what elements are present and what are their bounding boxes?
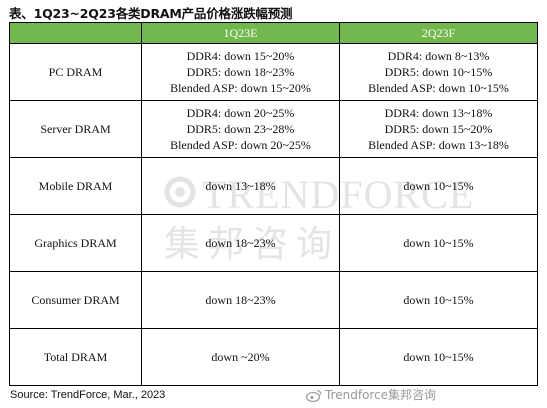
cell-line: DDR5: down 23~28% [186,122,295,136]
row-label: Mobile DRAM [9,157,142,215]
cell-line: down 18~23% [205,236,276,250]
row-label: Total DRAM [9,328,142,386]
cell-2q23f: DDR4: down 8~13% DDR5: down 10~15% Blended… [339,43,538,101]
table-header-row: 1Q23E 2Q23F [9,22,538,44]
cell-line: Blended ASP: down 10~15% [368,81,509,95]
cell-line: DDR5: down 15~20% [384,122,493,136]
cell-line: DDR5: down 18~23% [186,65,295,79]
cell-2q23f: down 10~15% [339,328,538,386]
cell-1q23e: DDR4: down 20~25% DDR5: down 23~28% Blende… [141,100,340,158]
cell-line: DDR5: down 10~15% [384,65,493,79]
cell-line: down 10~15% [403,179,474,193]
source-note: Source: TrendForce, Mar., 2023 [10,389,166,401]
cell-line: down 13~18% [205,179,276,193]
table-title: 表、1Q23~2Q23各类DRAM产品价格涨跌幅预测 [9,6,293,21]
cell-line: down 10~15% [403,350,474,364]
cell-2q23f: down 10~15% [339,214,538,272]
cell-line: down 10~15% [403,236,474,250]
cell-1q23e: down 18~23% [141,214,340,272]
cell-line: DDR4: down 20~25% [186,106,295,120]
cell-1q23e: down ~20% [141,328,340,386]
cell-line: DDR4: down 13~18% [384,106,493,120]
cell-line: DDR4: down 15~20% [186,49,295,63]
cell-line: down ~20% [211,350,270,364]
cell-line: down 10~15% [403,293,474,307]
cell-line: DDR4: down 8~13% [387,49,490,63]
weibo-watermark-text: Trendforce集邦咨询 [325,388,437,402]
cell-1q23e: down 18~23% [141,271,340,329]
cell-line: down 18~23% [205,293,276,307]
header-corner [9,22,142,44]
table-row: Graphics DRAM down 18~23% down 10~15% [9,214,538,272]
table-body: PC DRAM DDR4: down 15~20% DDR5: down 18~23… [9,43,538,386]
cell-2q23f: DDR4: down 13~18% DDR5: down 15~20% Blende… [339,100,538,158]
row-label: Server DRAM [9,100,142,158]
header-2q23f: 2Q23F [339,22,538,44]
row-label: Graphics DRAM [9,214,142,272]
table-row: Consumer DRAM down 18~23% down 10~15% [9,271,538,329]
cell-2q23f: down 10~15% [339,157,538,215]
cell-2q23f: down 10~15% [339,271,538,329]
row-label: Consumer DRAM [9,271,142,329]
table-row: PC DRAM DDR4: down 15~20% DDR5: down 18~23… [9,43,538,101]
table-row: Total DRAM down ~20% down 10~15% [9,328,538,386]
table-row: Mobile DRAM down 13~18% down 10~15% [9,157,538,215]
weibo-watermark: Trendforce集邦咨询 [306,386,436,403]
header-1q23e: 1Q23E [141,22,340,44]
weibo-logo-icon [306,389,322,402]
cell-line: Blended ASP: down 13~18% [368,138,509,152]
cell-1q23e: DDR4: down 15~20% DDR5: down 18~23% Blende… [141,43,340,101]
table-row: Server DRAM DDR4: down 20~25% DDR5: down 2… [9,100,538,158]
dram-price-table: 1Q23E 2Q23F PC DRAM DDR4: down 15~20% DDR5… [9,22,538,386]
cell-1q23e: down 13~18% [141,157,340,215]
row-label: PC DRAM [9,43,142,101]
cell-line: Blended ASP: down 15~20% [170,81,311,95]
cell-line: Blended ASP: down 20~25% [170,138,311,152]
